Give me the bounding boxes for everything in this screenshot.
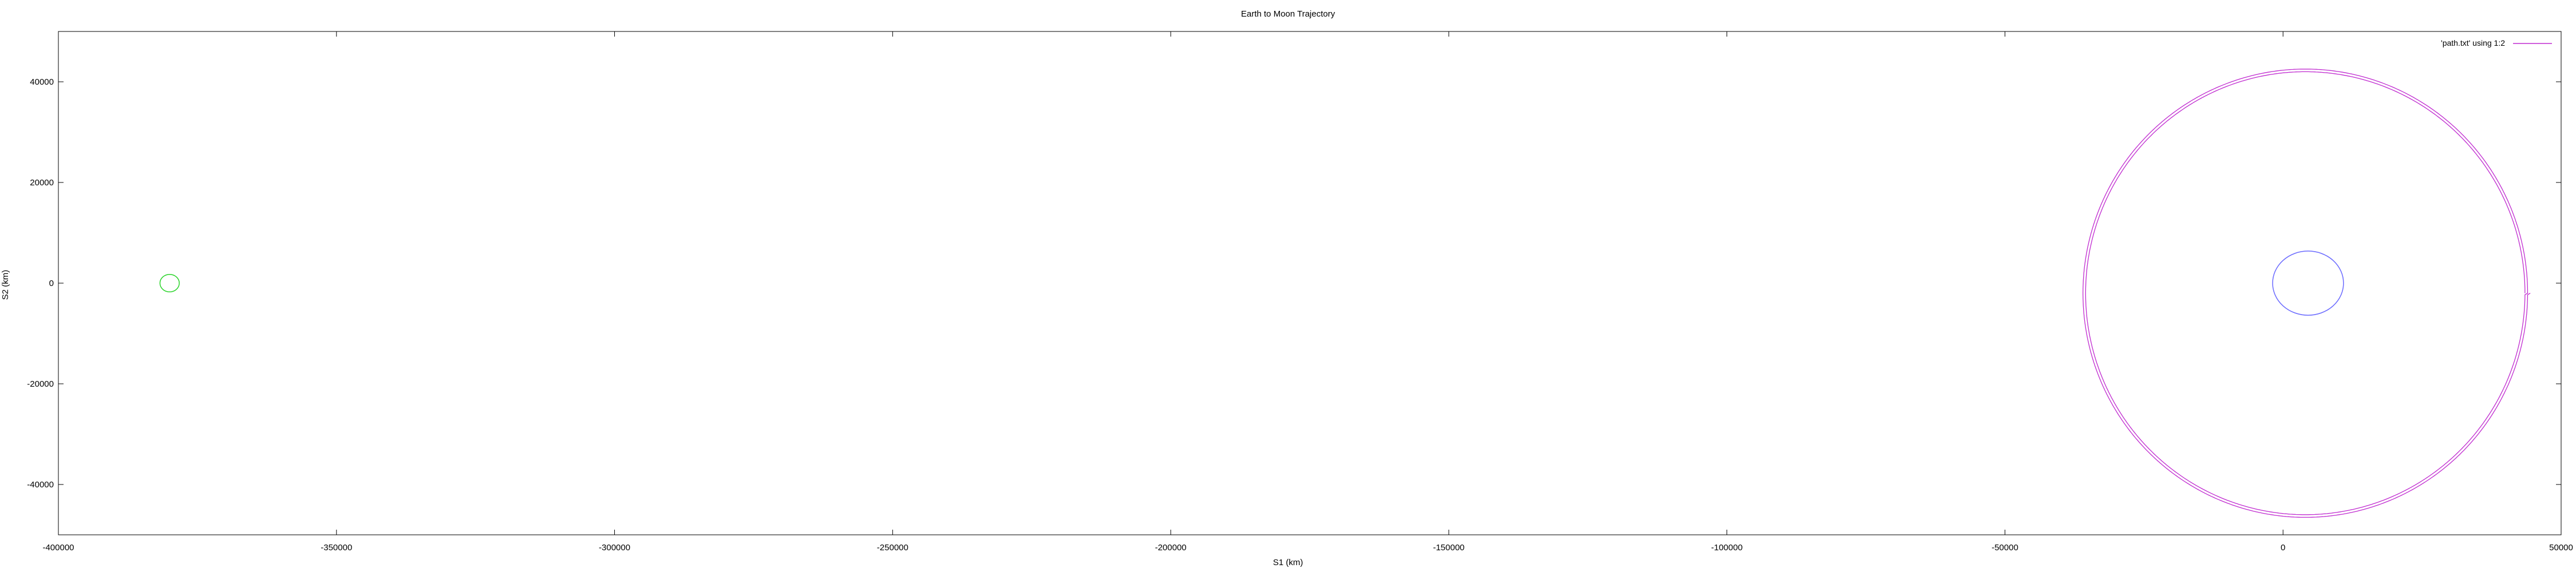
circle-mark [2272, 251, 2344, 316]
x-tick-label: -350000 [321, 543, 352, 553]
x-tick-label: -250000 [877, 543, 908, 553]
y-tick-label: -20000 [27, 379, 54, 389]
x-tick-label: -300000 [599, 543, 630, 553]
x-tick-label: 50000 [2549, 543, 2573, 553]
circle-mark [159, 273, 180, 293]
x-tick-label: -100000 [1711, 543, 1743, 553]
x-tick-label: -50000 [1992, 543, 2018, 553]
y-tick-label: 40000 [30, 77, 54, 87]
legend-label: 'path.txt' using 1:2 [2441, 38, 2505, 47]
x-tick-label: -400000 [42, 543, 74, 553]
plot-marks [159, 69, 2531, 518]
x-tick-label: 0 [2281, 543, 2285, 553]
x-tick-label: -200000 [1155, 543, 1187, 553]
x-tick-label: -150000 [1433, 543, 1464, 553]
y-tick-label: 20000 [30, 178, 54, 188]
y-tick-label: 0 [49, 279, 54, 288]
chart-title: Earth to Moon Trajectory [1241, 9, 1336, 19]
legend: 'path.txt' using 1:2 [2441, 38, 2552, 47]
x-axis-label: S1 (km) [1273, 558, 1303, 567]
y-tick-label: -40000 [27, 480, 54, 490]
y-axis-label: S2 (km) [1, 270, 10, 300]
axis-ticks: -400000 -350000 -300000 -250000 -200000 -1500… [27, 31, 2573, 553]
trajectory-line [2083, 69, 2531, 518]
